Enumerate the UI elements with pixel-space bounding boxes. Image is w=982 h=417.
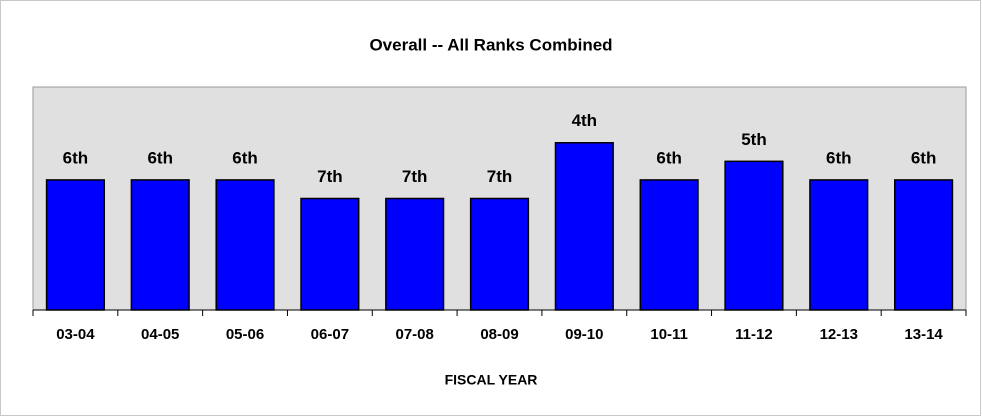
x-tick-label: 08-09 [480,326,518,343]
bar [724,160,784,311]
x-tick-label: 12-13 [820,326,858,343]
x-tick-label: 07-08 [395,326,433,343]
bar [809,179,869,311]
bar [469,197,530,311]
x-tick-label: 05-06 [226,326,264,343]
bar [639,179,699,311]
x-tick-label: 13-14 [904,326,943,343]
data-label: 6th [232,148,258,167]
bar [554,142,614,311]
data-label: 6th [826,148,852,167]
x-tick-label: 06-07 [311,326,349,343]
chart-title: Overall -- All Ranks Combined [369,35,612,54]
x-tick-label: 03-04 [56,326,95,343]
data-label: 6th [147,148,173,167]
bar [215,179,275,311]
data-label: 6th [63,148,89,167]
bar [130,179,190,311]
data-label: 5th [741,130,767,149]
x-tick-label: 10-11 [650,326,688,343]
x-axis-label: FISCAL YEAR [445,372,538,388]
data-label: 4th [572,111,598,130]
bar [300,197,360,311]
data-label: 7th [487,167,513,186]
data-label: 7th [317,167,343,186]
x-tick-label: 09-10 [565,326,603,343]
bar [45,179,105,311]
bar [894,179,954,311]
data-label: 7th [402,167,428,186]
bar [385,197,445,311]
data-label: 6th [656,148,682,167]
data-label: 6th [911,148,937,167]
x-tick-label: 04-05 [141,326,179,343]
x-tick-label: 11-12 [735,326,773,343]
